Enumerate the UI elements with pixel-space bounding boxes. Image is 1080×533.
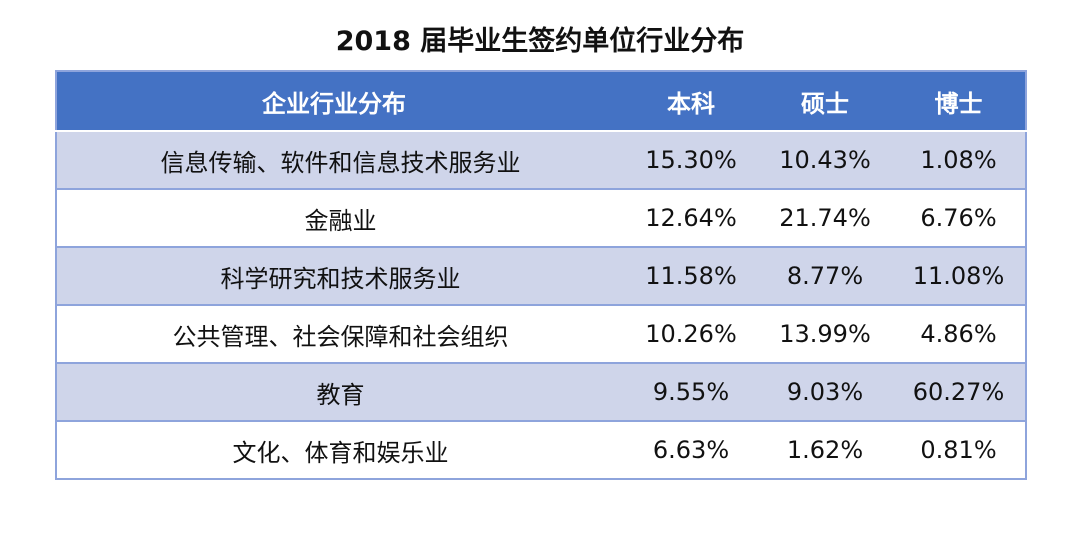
- table-row: 教育 9.55% 9.03% 60.27%: [56, 362, 1026, 421]
- page-title: 2018 届毕业生签约单位行业分布: [335, 26, 745, 57]
- table-row: 公共管理、社会保障和社会组织 10.26% 13.99% 4.86%: [56, 304, 1026, 363]
- header-bachelor: 本科: [624, 71, 758, 132]
- industry-cell: 教育: [56, 362, 624, 421]
- master-cell: 8.77%: [758, 246, 892, 305]
- table-row: 科学研究和技术服务业 11.58% 8.77% 11.08%: [56, 246, 1026, 305]
- bachelor-cell: 10.26%: [624, 304, 758, 363]
- bachelor-cell: 6.63%: [624, 420, 758, 479]
- industry-cell: 公共管理、社会保障和社会组织: [56, 304, 624, 363]
- doctor-cell: 60.27%: [892, 362, 1026, 421]
- doctor-cell: 1.08%: [892, 131, 1026, 189]
- industry-cell: 科学研究和技术服务业: [56, 246, 624, 305]
- master-cell: 21.74%: [758, 188, 892, 247]
- doctor-cell: 6.76%: [892, 188, 1026, 247]
- doctor-cell: 11.08%: [892, 246, 1026, 305]
- master-cell: 9.03%: [758, 362, 892, 421]
- header-industry: 企业行业分布: [56, 71, 624, 132]
- doctor-cell: 0.81%: [892, 420, 1026, 479]
- master-cell: 13.99%: [758, 304, 892, 363]
- bachelor-cell: 12.64%: [624, 188, 758, 247]
- header-master: 硕士: [758, 71, 892, 132]
- industry-cell: 文化、体育和娱乐业: [56, 420, 624, 479]
- bachelor-cell: 11.58%: [624, 246, 758, 305]
- table-row: 金融业 12.64% 21.74% 6.76%: [56, 188, 1026, 247]
- industry-cell: 信息传输、软件和信息技术服务业: [56, 131, 624, 189]
- industry-cell: 金融业: [56, 188, 624, 247]
- doctor-cell: 4.86%: [892, 304, 1026, 363]
- master-cell: 10.43%: [758, 131, 892, 189]
- table-row: 文化、体育和娱乐业 6.63% 1.62% 0.81%: [56, 420, 1026, 479]
- header-doctor: 博士: [892, 71, 1026, 132]
- industry-distribution-table: 企业行业分布 本科 硕士 博士 信息传输、软件和信息技术服务业 15.30% 1…: [55, 70, 1027, 480]
- master-cell: 1.62%: [758, 420, 892, 479]
- table-row: 信息传输、软件和信息技术服务业 15.30% 10.43% 1.08%: [56, 131, 1026, 189]
- bachelor-cell: 9.55%: [624, 362, 758, 421]
- bachelor-cell: 15.30%: [624, 131, 758, 189]
- table-header-row: 企业行业分布 本科 硕士 博士: [56, 71, 1026, 132]
